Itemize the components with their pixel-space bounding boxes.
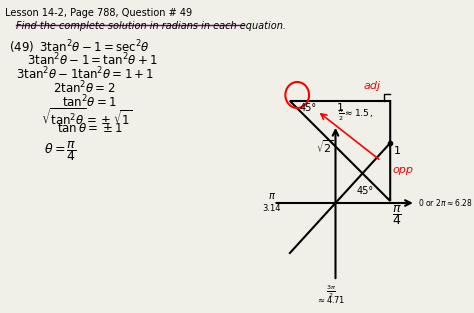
Text: $2\tan^2\!\theta = 2$: $2\tan^2\!\theta = 2$ — [53, 80, 115, 97]
Text: $\theta = \dfrac{\pi}{4}$: $\theta = \dfrac{\pi}{4}$ — [44, 139, 77, 163]
Text: 1: 1 — [394, 146, 401, 156]
Text: $(49)\;\;3\tan^2\!\theta - 1 = \sec^2\!\theta$: $(49)\;\;3\tan^2\!\theta - 1 = \sec^2\!\… — [9, 38, 150, 56]
Text: $3\tan^2\!\theta - 1 = \tan^2\!\theta + 1$: $3\tan^2\!\theta - 1 = \tan^2\!\theta + … — [27, 52, 158, 69]
Text: 45°: 45° — [356, 186, 373, 196]
Text: 1: 1 — [337, 103, 344, 113]
Text: $\sqrt{2}$: $\sqrt{2}$ — [317, 139, 335, 155]
Text: $\sqrt{\tan^2\!\theta} = \pm\sqrt{1}$: $\sqrt{\tan^2\!\theta} = \pm\sqrt{1}$ — [41, 108, 132, 129]
Text: 3.14: 3.14 — [263, 204, 281, 213]
Text: $\pi$: $\pi$ — [268, 191, 276, 201]
Text: $0$ or $2\pi \approx 6.28$: $0$ or $2\pi \approx 6.28$ — [418, 197, 472, 208]
Text: adj: adj — [364, 81, 381, 91]
Text: $\frac{3\pi}{2}$: $\frac{3\pi}{2}$ — [326, 283, 336, 300]
Text: $\dfrac{\pi}{4}$: $\dfrac{\pi}{4}$ — [392, 203, 402, 227]
Text: opp: opp — [393, 165, 414, 175]
Text: 45°: 45° — [300, 103, 317, 113]
Text: Find the complete solution in radians in each equation.: Find the complete solution in radians in… — [17, 21, 286, 31]
Text: $\tan\theta = \pm 1$: $\tan\theta = \pm 1$ — [56, 122, 122, 135]
Text: Lesson 14-2, Page 788, Question # 49: Lesson 14-2, Page 788, Question # 49 — [5, 8, 191, 18]
Text: $\tan^2\!\theta = 1$: $\tan^2\!\theta = 1$ — [62, 94, 117, 110]
Text: $\approx 4.71$: $\approx 4.71$ — [316, 294, 346, 305]
Text: $\frac{\pi}{2} \approx 1.5\,,$: $\frac{\pi}{2} \approx 1.5\,,$ — [338, 108, 374, 123]
Text: $3\tan^2\!\theta - 1\tan^2\!\theta = 1 + 1$: $3\tan^2\!\theta - 1\tan^2\!\theta = 1 +… — [17, 66, 155, 83]
